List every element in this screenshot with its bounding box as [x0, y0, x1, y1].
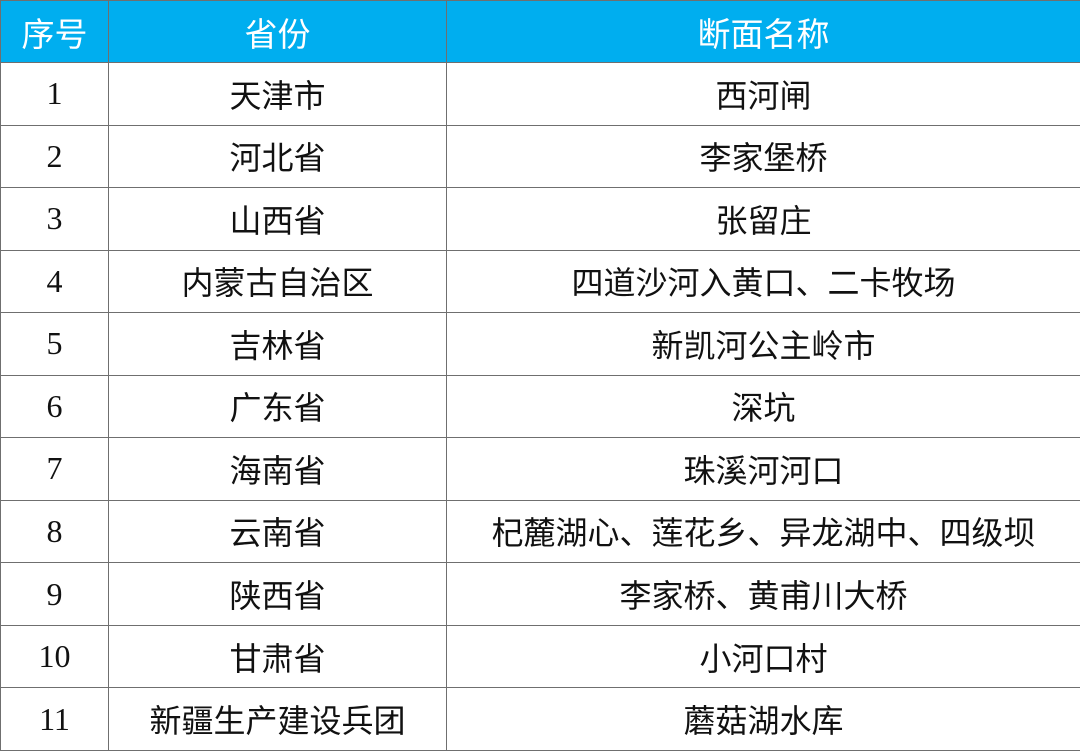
cell-index: 11: [0, 687, 109, 751]
cell-province: 陕西省: [108, 562, 447, 626]
cell-province: 海南省: [108, 437, 447, 501]
cell-province: 天津市: [108, 62, 447, 126]
cell-index: 4: [0, 249, 109, 314]
header-province: 省份: [108, 0, 447, 63]
cell-index: 6: [0, 374, 109, 439]
cell-province: 云南省: [108, 499, 447, 564]
table-row: 7 海南省 珠溪河河口: [0, 437, 1080, 501]
table-row: 3 山西省 张留庄: [0, 187, 1080, 251]
table-row: 9 陕西省 李家桥、黄甫川大桥: [0, 562, 1080, 626]
cell-section-name: 深坑: [446, 374, 1080, 439]
cell-province: 山西省: [108, 187, 447, 251]
table-row: 8 云南省 杞麓湖心、莲花乡、异龙湖中、四级坝: [0, 499, 1080, 564]
cell-section-name: 杞麓湖心、莲花乡、异龙湖中、四级坝: [446, 499, 1080, 564]
cell-province: 内蒙古自治区: [108, 249, 447, 314]
cell-province: 河北省: [108, 124, 447, 189]
cell-section-name: 蘑菇湖水库: [446, 687, 1080, 751]
table-row: 6 广东省 深坑: [0, 374, 1080, 439]
cell-section-name: 李家桥、黄甫川大桥: [446, 562, 1080, 626]
cell-province: 广东省: [108, 374, 447, 439]
table-row: 10 甘肃省 小河口村: [0, 624, 1080, 689]
cell-section-name: 四道沙河入黄口、二卡牧场: [446, 249, 1080, 314]
cell-index: 5: [0, 312, 109, 376]
cell-section-name: 张留庄: [446, 187, 1080, 251]
cell-section-name: 西河闸: [446, 62, 1080, 126]
table-row: 2 河北省 李家堡桥: [0, 124, 1080, 189]
cell-province: 吉林省: [108, 312, 447, 376]
cell-province: 新疆生产建设兵团: [108, 687, 447, 751]
cell-section-name: 小河口村: [446, 624, 1080, 689]
header-section-name: 断面名称: [446, 0, 1080, 63]
cell-index: 9: [0, 562, 109, 626]
table-row: 1 天津市 西河闸: [0, 62, 1080, 126]
cell-index: 3: [0, 187, 109, 251]
cell-index: 10: [0, 624, 109, 689]
header-index: 序号: [0, 0, 109, 63]
cell-index: 1: [0, 62, 109, 126]
table-row: 5 吉林省 新凯河公主岭市: [0, 312, 1080, 376]
cell-index: 2: [0, 124, 109, 189]
cell-index: 7: [0, 437, 109, 501]
cell-section-name: 新凯河公主岭市: [446, 312, 1080, 376]
table-row: 11 新疆生产建设兵团 蘑菇湖水库: [0, 687, 1080, 751]
cell-section-name: 李家堡桥: [446, 124, 1080, 189]
cell-index: 8: [0, 499, 109, 564]
cell-province: 甘肃省: [108, 624, 447, 689]
table-row: 4 内蒙古自治区 四道沙河入黄口、二卡牧场: [0, 249, 1080, 314]
table-header-row: 序号 省份 断面名称: [0, 0, 1080, 63]
cell-section-name: 珠溪河河口: [446, 437, 1080, 501]
